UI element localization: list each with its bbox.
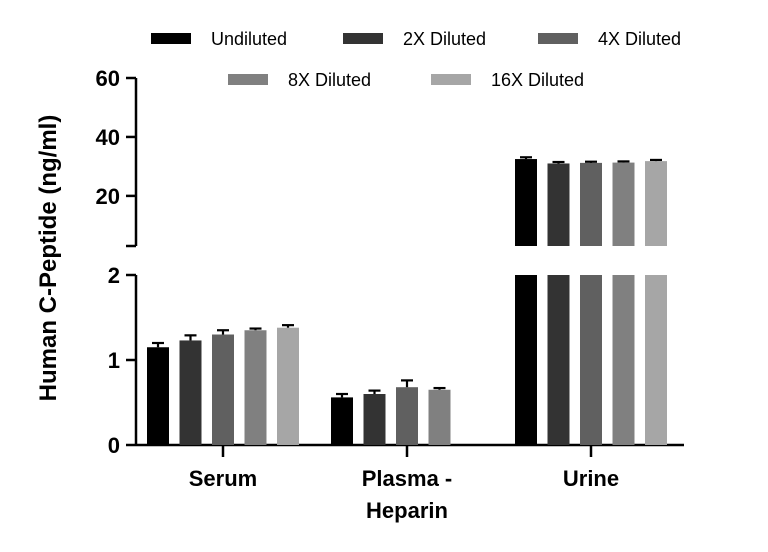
legend-label: 16X Diluted — [491, 70, 584, 90]
bar — [396, 387, 418, 445]
bar — [179, 340, 202, 445]
bar-upper — [547, 163, 570, 246]
bars — [147, 156, 667, 445]
x-category-label: Heparin — [366, 498, 448, 523]
y-tick-label: 40 — [96, 125, 120, 150]
legend-swatch — [228, 74, 268, 85]
x-category-label: Plasma - — [362, 466, 453, 491]
bar — [612, 275, 635, 445]
legend-swatch — [343, 33, 383, 44]
legend-label: 8X Diluted — [288, 70, 371, 90]
x-category-label: Urine — [563, 466, 619, 491]
legend-label: 4X Diluted — [598, 29, 681, 49]
bar-upper — [645, 161, 667, 246]
y-axis-title: Human C-Peptide (ng/ml) — [35, 115, 62, 402]
bar-upper — [612, 162, 635, 246]
legend-swatch — [151, 33, 191, 44]
y-tick-label: 60 — [96, 66, 120, 91]
y-tick-label: 0 — [108, 433, 120, 458]
y-tick-label: 20 — [96, 184, 120, 209]
bar-upper — [580, 162, 602, 246]
x-category-label: Serum — [189, 466, 257, 491]
legend-label: Undiluted — [211, 29, 287, 49]
bar — [147, 347, 169, 445]
axes: 0 1 2 20 40 60 Serum Plasma - Heparin Urine — [96, 66, 684, 523]
y-tick-label: 1 — [108, 348, 120, 373]
legend-label: 2X Diluted — [403, 29, 486, 49]
legend-swatch — [538, 33, 578, 44]
bar — [515, 275, 537, 445]
bar — [645, 275, 667, 445]
y-tick-label: 2 — [108, 263, 120, 288]
bar — [580, 275, 602, 445]
bar — [363, 394, 386, 445]
bar — [547, 275, 570, 445]
bar — [331, 397, 353, 445]
legend: Undiluted 2X Diluted 4X Diluted 8X Diluted 1… — [151, 29, 681, 90]
bar-upper — [515, 159, 537, 246]
bar — [212, 334, 234, 445]
bar — [277, 327, 299, 445]
bar — [428, 389, 451, 445]
bar — [244, 330, 267, 445]
legend-swatch — [431, 74, 471, 85]
